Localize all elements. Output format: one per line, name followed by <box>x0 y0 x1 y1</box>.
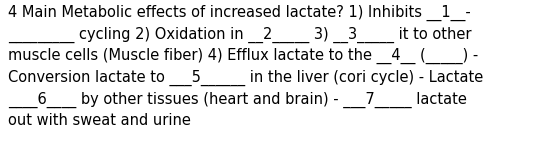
Text: 4 Main Metabolic effects of increased lactate? 1) Inhibits __1__-
_________ cycl: 4 Main Metabolic effects of increased la… <box>8 5 484 128</box>
